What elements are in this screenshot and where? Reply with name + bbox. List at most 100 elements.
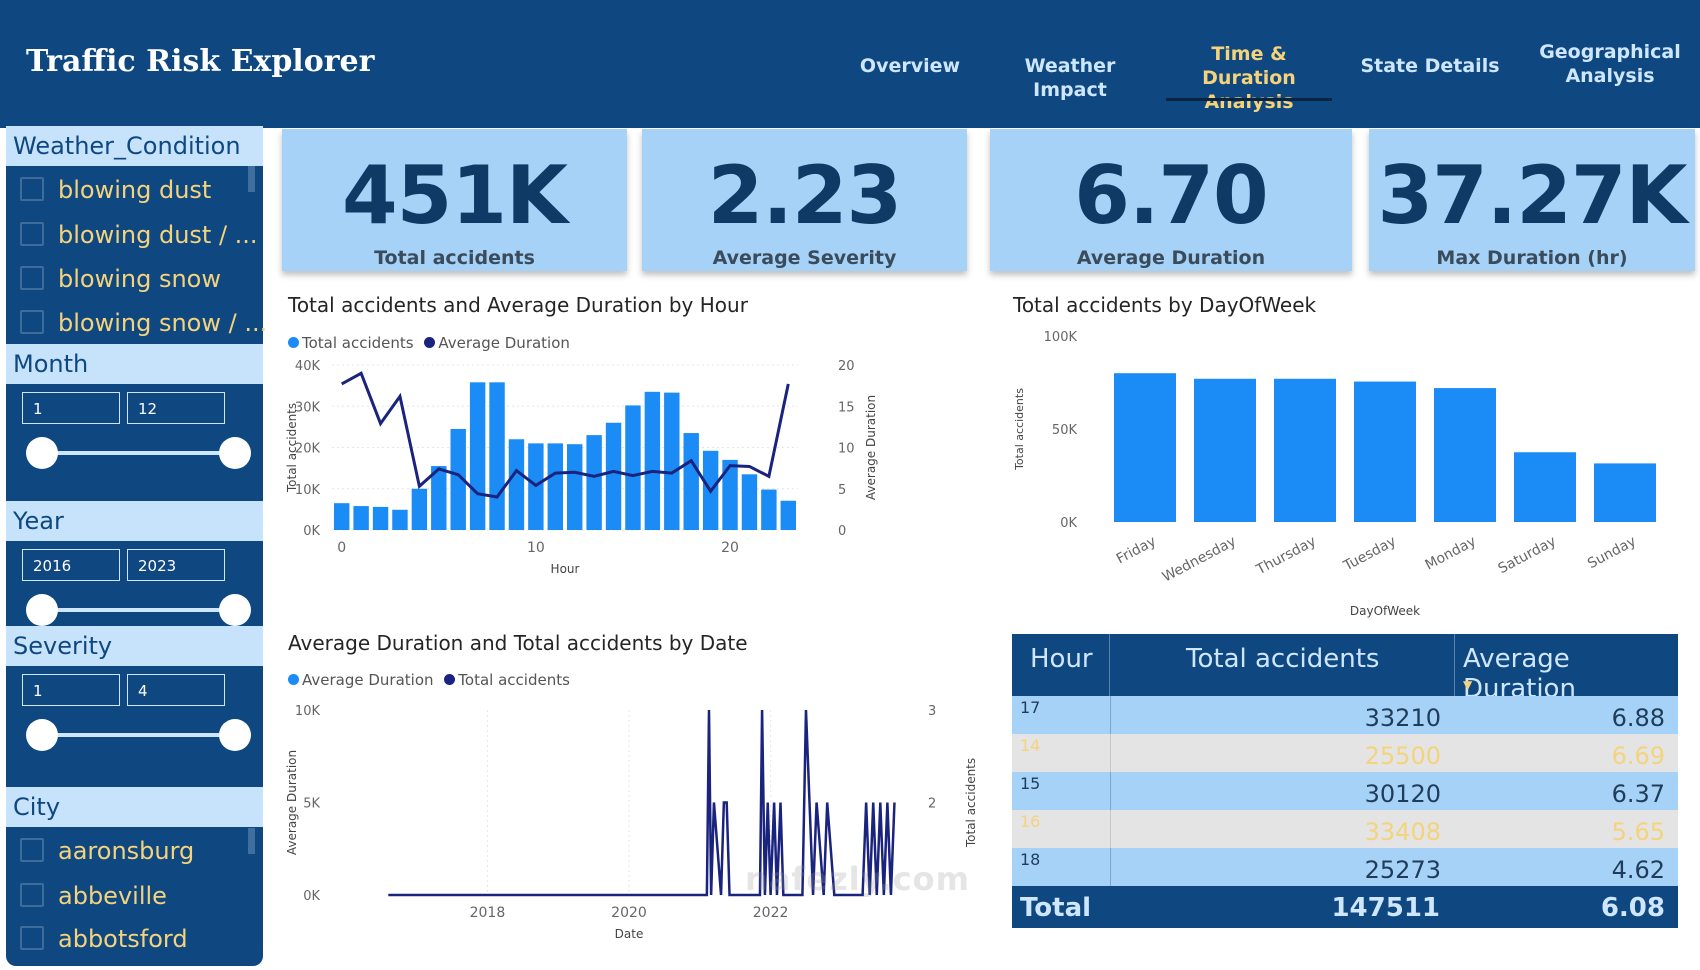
x-axis-label: Date [615,927,644,941]
bar-hour-14 [605,422,622,530]
month-min-input[interactable]: 1 [22,392,120,424]
bar-hour-5 [431,466,447,530]
y-tick-label: 0K [303,524,320,539]
table-header-hour[interactable]: Hour [1012,634,1110,696]
severity-slider-max-handle[interactable] [219,719,251,751]
month-slider-max-handle[interactable] [219,437,251,469]
tab-time-duration-analysis[interactable]: Time & Duration Analysis [1202,43,1296,113]
year-min-input[interactable]: 2016 [22,549,120,581]
y-tick-label: 10K [295,483,321,498]
bar-hour-8 [489,382,505,530]
table-row[interactable]: 14 25500 6.69 [1012,734,1678,772]
year-slider-max-handle[interactable] [219,594,251,626]
bar-hour-18 [683,433,699,530]
kpi-label: Average Severity [712,247,897,269]
kpi-card-max-duration: 37.27K Max Duration (hr) [1369,129,1695,271]
severity-max-input[interactable]: 4 [127,674,225,706]
checkbox-icon[interactable] [20,883,44,907]
year-slider-min-handle[interactable] [26,594,58,626]
bar-hour-12 [567,444,583,530]
tab-state-details[interactable]: State Details [1360,55,1500,77]
checkbox-icon[interactable] [20,310,44,334]
kpi-card-average-duration: 6.70 Average Duration [990,129,1352,271]
year-slider-track [42,608,235,612]
y-tick-label: 30K [295,400,321,415]
table-row[interactable]: 17 33210 6.88 [1012,696,1678,734]
kpi-label: Total accidents [374,247,535,269]
bar-day-0 [1114,373,1176,522]
x-tick-label: Friday [1114,533,1159,567]
city-option[interactable]: abbeville [20,877,167,915]
checkbox-icon[interactable] [20,838,44,862]
x-axis-label: DayOfWeek [1350,604,1420,618]
weather-option[interactable]: blowing snow [20,260,221,298]
x-tick-label: Monday [1423,533,1479,573]
weather-filter-title: Weather_Condition [6,126,263,166]
kpi-value: 6.70 [1074,149,1268,242]
top-bar: Traffic Risk Explorer Overview Weather I… [0,0,1700,128]
checkbox-icon[interactable] [20,222,44,246]
y-tick-label: 0K [1060,516,1077,531]
y-axis-label: Total accidents [285,403,299,493]
bar-day-5 [1514,452,1576,522]
month-max-input[interactable]: 12 [127,392,225,424]
watermark-text: nafezly.com [745,860,970,898]
bar-day-4 [1434,388,1496,522]
dayofweek-bar-chart: 0K 50K 100K Friday Wednesday Thursday Tuesday M… [1013,330,1656,618]
y-tick-label: 100K [1044,330,1078,345]
kpi-card-total-accidents: 451K Total accidents [282,129,627,271]
table-header-average-duration[interactable]: Average Duration ▼ [1455,634,1678,704]
weather-scrollbar[interactable] [248,166,255,192]
bar-hour-0 [334,503,350,530]
sort-descending-icon: ▼ [1463,678,1473,692]
table-row[interactable]: 15 30120 6.37 [1012,772,1678,810]
table-row[interactable]: 16 33408 5.65 [1012,810,1678,848]
x-tick-label: Saturday [1496,533,1559,577]
weather-option[interactable]: blowing dust [20,171,211,209]
month-slider-track [42,451,235,455]
bar-hour-4 [411,488,428,530]
line-average-duration [340,371,790,499]
x-tick-label: 2022 [753,905,789,921]
tab-geographical-analysis[interactable]: Geographical Analysis [1539,41,1681,87]
y2-axis-label: Average Duration [864,395,878,500]
checkbox-icon[interactable] [20,177,44,201]
bar-hour-7 [469,382,486,530]
chart-title-dayofweek: Total accidents by DayOfWeek [1013,293,1317,317]
legend-item: Total accidents [302,334,414,352]
tab-overview[interactable]: Overview [859,55,961,77]
city-option[interactable]: abbotsford [20,920,188,958]
severity-min-input[interactable]: 1 [22,674,120,706]
year-max-input[interactable]: 2023 [127,549,225,581]
bar-day-6 [1594,463,1656,522]
weather-option[interactable]: blowing dust / ... [20,216,258,254]
y2-tick-label: 3 [928,704,936,719]
legend-item: Total accidents [458,671,570,689]
legend-item: Average Duration [438,334,570,352]
legend-dot-icon [288,673,299,685]
weather-option[interactable]: blowing snow / ... [20,304,267,342]
y2-tick-label: 5 [838,483,846,498]
severity-slider-min-handle[interactable] [26,719,58,751]
month-slider-min-handle[interactable] [26,437,58,469]
bar-hour-23 [780,500,796,530]
table-header-total-accidents[interactable]: Total accidents [1110,634,1455,696]
y2-tick-label: 10 [838,442,855,457]
checkbox-icon[interactable] [20,926,44,950]
hour-combo-chart: 0K 10K 20K 30K 40K 0 5 10 15 20 0 10 20 Hour Total acc… [285,359,878,576]
app-title: Traffic Risk Explorer [26,44,375,79]
bar-day-1 [1194,378,1256,522]
bar-day-2 [1274,378,1336,522]
city-scrollbar[interactable] [248,828,255,854]
bar-hour-6 [450,428,466,530]
y-axis-label: Average Duration [285,750,299,855]
month-filter-title: Month [6,344,263,384]
severity-slider-track [42,733,235,737]
x-tick-label: 2020 [611,905,647,921]
city-option[interactable]: aaronsburg [20,832,194,870]
kpi-label: Max Duration (hr) [1436,247,1628,269]
checkbox-icon[interactable] [20,266,44,290]
legend-dot-icon [288,336,299,348]
tab-weather-impact[interactable]: Weather Impact [1024,55,1116,101]
table-row[interactable]: 18 25273 4.62 [1012,848,1678,886]
